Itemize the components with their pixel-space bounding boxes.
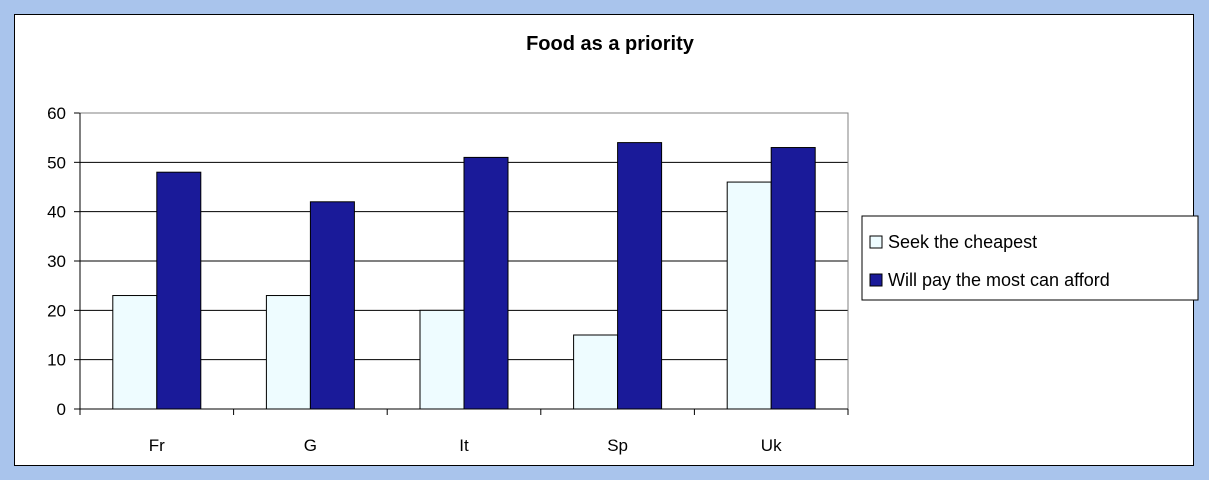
legend-label: Seek the cheapest (888, 232, 1037, 252)
bar-0 (419, 309, 465, 410)
x-tick-label: Sp (607, 436, 628, 455)
bar-1 (463, 156, 509, 410)
bar-0 (265, 295, 311, 410)
legend-label: Will pay the most can afford (888, 270, 1110, 290)
y-tick-label: 30 (47, 252, 66, 271)
bar-1 (156, 171, 202, 410)
y-tick-label: 60 (47, 104, 66, 123)
legend-swatch (869, 235, 883, 249)
y-tick-label: 10 (47, 351, 66, 370)
x-tick-label: G (304, 436, 317, 455)
x-tick-label: Fr (149, 436, 165, 455)
bar-1 (309, 201, 355, 410)
legend: Seek the cheapest Will pay the most can a… (861, 215, 1199, 301)
y-tick-label: 20 (47, 301, 66, 320)
y-tick-label: 40 (47, 203, 66, 222)
bar-0 (112, 295, 158, 410)
bar-1 (770, 147, 816, 410)
y-tick-label: 0 (57, 400, 66, 419)
legend-box (861, 215, 1199, 301)
bar-1 (617, 142, 663, 410)
y-tick-label: 50 (47, 153, 66, 172)
bar-0 (573, 334, 619, 410)
x-tick-label: It (459, 436, 469, 455)
legend-swatch (869, 273, 883, 287)
bar-0 (726, 181, 772, 410)
plot-area: 0 10 20 30 40 50 60 Fr G It Sp Uk (47, 104, 849, 455)
x-tick-label: Uk (761, 436, 782, 455)
chart-title: Food as a priority (526, 33, 695, 55)
